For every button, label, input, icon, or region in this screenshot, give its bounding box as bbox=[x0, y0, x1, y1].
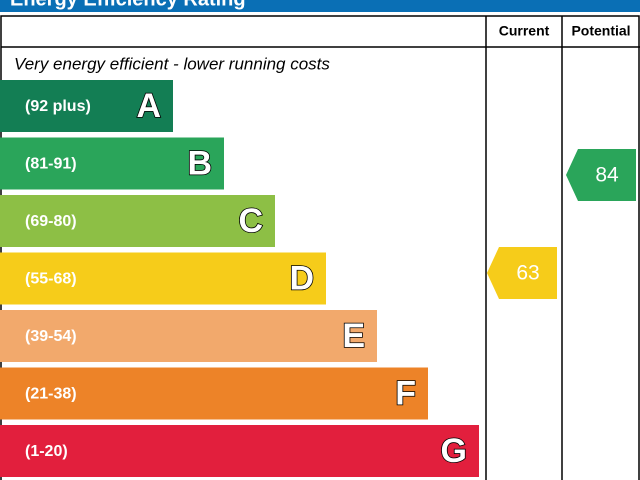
chart-title: Energy Efficiency Rating bbox=[10, 0, 246, 10]
band-letter: A bbox=[136, 87, 161, 125]
top-note: Very energy efficient - lower running co… bbox=[14, 54, 330, 73]
band-bar bbox=[0, 137, 224, 190]
band-range: (92 plus) bbox=[25, 98, 91, 115]
band-range: (21-38) bbox=[25, 386, 77, 403]
band-letter: F bbox=[395, 374, 416, 412]
band-letter: E bbox=[342, 317, 365, 355]
band-bar bbox=[0, 80, 173, 132]
band-bar bbox=[0, 367, 428, 420]
rating-value: 84 bbox=[595, 164, 619, 187]
band-letter: D bbox=[289, 259, 314, 297]
band-range: (81-91) bbox=[25, 156, 77, 173]
band-letter: B bbox=[187, 144, 212, 182]
band-range: (39-54) bbox=[25, 328, 77, 345]
band-letter: G bbox=[441, 432, 467, 470]
band-bar bbox=[0, 425, 479, 477]
column-header: Current bbox=[499, 23, 550, 39]
band-bar bbox=[0, 195, 275, 247]
band-range: (55-68) bbox=[25, 271, 77, 288]
band-range: (1-20) bbox=[25, 443, 68, 460]
band-range: (69-80) bbox=[25, 213, 77, 230]
band-bar bbox=[0, 310, 377, 362]
rating-arrow bbox=[566, 149, 636, 201]
title-bar bbox=[0, 0, 640, 12]
band-bar bbox=[0, 252, 326, 305]
rating-arrow bbox=[487, 247, 557, 300]
frame bbox=[0, 15, 640, 480]
column-header: Potential bbox=[571, 23, 630, 39]
rating-value: 63 bbox=[516, 262, 539, 285]
band-letter: C bbox=[238, 202, 263, 240]
